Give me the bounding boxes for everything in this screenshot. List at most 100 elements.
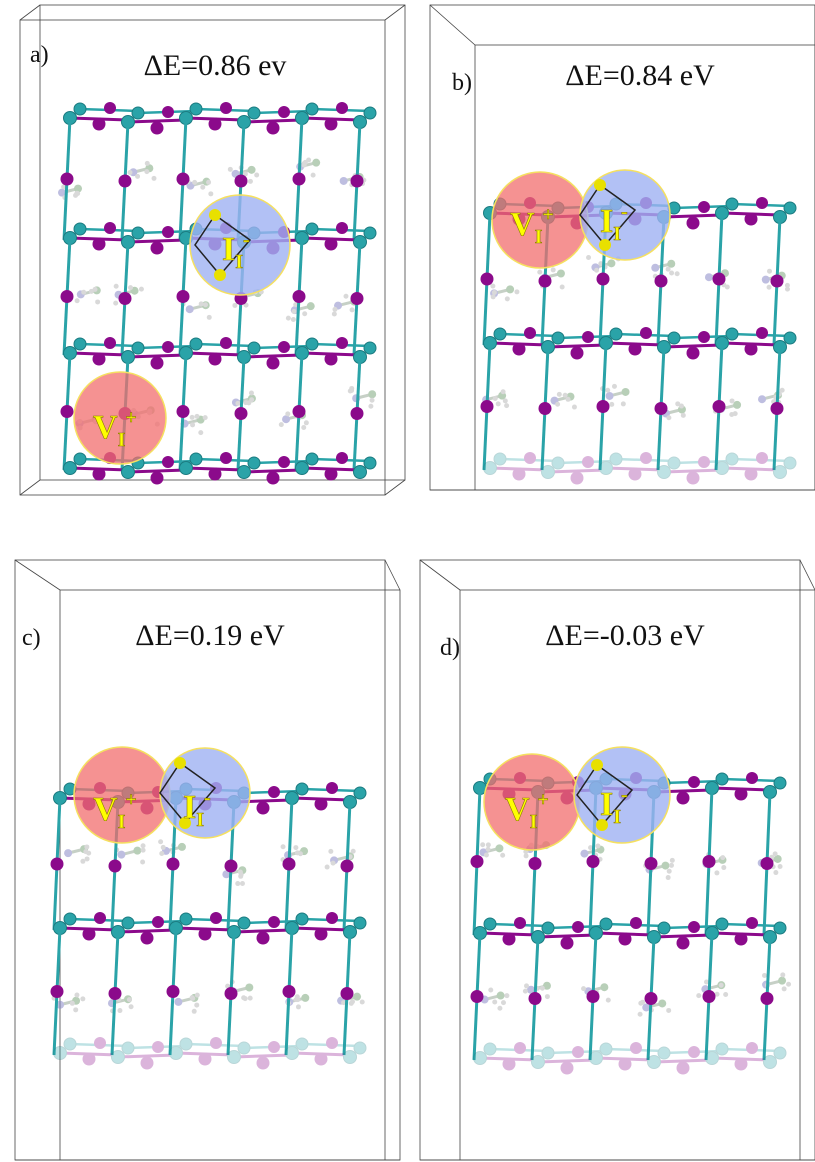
iodine	[109, 987, 122, 1000]
hydrogen	[360, 1000, 365, 1005]
lead	[306, 223, 318, 235]
lead	[74, 223, 86, 235]
panel: c)ΔE=0.19 eVVI+II-	[15, 560, 400, 1160]
iodine	[152, 1041, 164, 1053]
hydrogen	[135, 174, 140, 179]
hydrogen	[778, 864, 783, 869]
hydrogen	[640, 1000, 645, 1005]
iodine	[162, 226, 174, 238]
iodine	[257, 802, 270, 815]
hydrogen	[238, 874, 243, 879]
iodine	[293, 173, 306, 186]
cell-edge	[15, 560, 60, 590]
hydrogen	[332, 307, 337, 312]
iodine	[225, 860, 238, 873]
hydrogen	[81, 290, 86, 295]
hydrogen	[228, 167, 233, 172]
iodine	[167, 985, 180, 998]
interstitial-label-base: I	[183, 789, 196, 826]
layer	[474, 917, 787, 950]
lead	[64, 1038, 76, 1050]
iodine	[687, 472, 700, 485]
lead	[552, 457, 564, 469]
lead	[784, 202, 796, 214]
hydrogen	[140, 860, 145, 865]
hydrogen	[666, 1008, 671, 1013]
hydrogen	[141, 843, 146, 848]
iodine	[51, 985, 64, 998]
iodine	[351, 175, 364, 188]
iodine	[315, 1053, 328, 1066]
iodine	[655, 275, 668, 288]
hydrogen	[331, 861, 336, 866]
hydrogen	[595, 843, 600, 848]
hydrogen	[198, 430, 203, 435]
lead	[474, 1052, 487, 1065]
iodine	[220, 337, 232, 349]
hydrogen	[780, 972, 785, 977]
vacancy-label-base: V	[93, 409, 118, 446]
hydrogen	[311, 173, 316, 178]
hydrogen	[349, 386, 354, 391]
iodine	[756, 327, 768, 339]
hydrogen	[666, 875, 671, 880]
iodine	[293, 290, 306, 303]
iodine	[587, 855, 600, 868]
iodine	[151, 242, 164, 255]
iodine	[104, 102, 116, 114]
iodine	[351, 407, 364, 420]
carbon	[307, 302, 315, 310]
molecule	[64, 844, 91, 863]
layer	[54, 912, 367, 945]
iodine	[587, 990, 600, 1003]
iodine	[698, 331, 710, 343]
iodine	[745, 343, 758, 356]
iodine	[152, 916, 164, 928]
interstitial-label-sub: I	[196, 809, 204, 831]
vacancy-label-base: V	[510, 206, 535, 243]
interstitial-atom	[591, 759, 603, 771]
iodine	[513, 468, 526, 481]
carbon	[607, 259, 615, 267]
iodine	[336, 337, 348, 349]
iodine	[141, 932, 154, 945]
hydrogen	[555, 402, 560, 407]
lead	[552, 332, 564, 344]
hydrogen	[114, 284, 119, 289]
iodine	[771, 402, 784, 415]
iodine	[209, 468, 222, 481]
panel: d)ΔE=-0.03 eVVI+II-	[420, 560, 815, 1160]
hydrogen	[343, 294, 348, 299]
iodine	[268, 1041, 280, 1053]
molecule	[348, 386, 376, 409]
hydrogen	[786, 982, 791, 987]
hydrogen	[666, 267, 671, 272]
iodine	[688, 1046, 700, 1058]
nitrogen	[64, 849, 72, 857]
iodine	[745, 468, 758, 481]
iodine	[83, 1053, 96, 1066]
hydrogen	[540, 986, 545, 991]
lead	[74, 453, 86, 465]
iodine	[539, 402, 552, 415]
hydrogen	[572, 405, 577, 410]
interstitial-region	[190, 195, 290, 295]
carbon	[778, 977, 786, 985]
iodine	[104, 337, 116, 349]
lead	[306, 453, 318, 465]
nitrogen	[580, 850, 588, 858]
lead	[648, 1056, 661, 1069]
hydrogen	[199, 301, 204, 306]
iodine	[745, 213, 758, 226]
lead	[600, 462, 613, 475]
cell-edge	[20, 5, 40, 20]
hydrogen	[480, 842, 485, 847]
iodine	[529, 857, 542, 870]
hydrogen	[70, 1001, 75, 1006]
iodine	[210, 912, 222, 924]
lead	[364, 457, 376, 469]
hydrogen	[195, 993, 200, 998]
nitrogen	[705, 273, 713, 281]
hydrogen	[190, 415, 195, 420]
